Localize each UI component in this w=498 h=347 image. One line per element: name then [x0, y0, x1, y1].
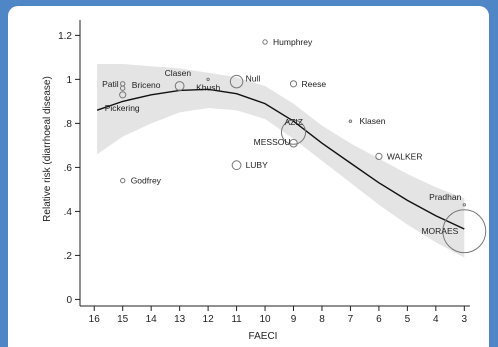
data-point-clasen: [174, 81, 185, 91]
point-label-clasen: Clasen: [165, 68, 192, 78]
point-label-pradhan: Pradhan: [429, 192, 461, 202]
y-tick-label: .2: [64, 251, 73, 262]
data-point-klasen: [348, 119, 353, 123]
data-point-moraes: [442, 209, 487, 254]
data-point-humphrey: [262, 39, 268, 45]
x-tick-label: 15: [117, 314, 129, 325]
point-label-klasen: Klasen: [359, 116, 385, 126]
data-point-luby: [231, 160, 242, 171]
y-tick-label: .8: [64, 119, 73, 130]
point-label-khush: Khush: [196, 82, 220, 92]
x-tick-label: 14: [146, 314, 158, 325]
point-label-briceno: Briceno: [132, 80, 161, 90]
x-tick-label: 12: [203, 314, 215, 325]
data-point-godfrey: [120, 177, 126, 184]
x-axis-title: FAECI: [249, 331, 278, 342]
x-tick-label: 5: [405, 314, 411, 325]
fit-curve: [96, 88, 465, 230]
x-tick-label: 6: [376, 314, 382, 325]
x-tick-label: 9: [291, 314, 297, 325]
x-tick-label: 13: [174, 314, 186, 325]
x-tick-label: 8: [319, 314, 325, 325]
data-point-briceno: [120, 85, 126, 91]
point-label-null: Null: [246, 74, 261, 84]
point-label-aziz: AZIZ: [285, 117, 303, 127]
x-tick-label: 3: [462, 314, 468, 325]
x-tick-label: 7: [348, 314, 354, 325]
y-tick-label: .6: [64, 163, 73, 174]
y-tick-label: 0: [66, 295, 72, 306]
x-tick-label: 4: [433, 314, 439, 325]
data-point-pickering: [119, 91, 127, 99]
data-point-pradhan: [462, 203, 467, 207]
data-point-null: [229, 74, 244, 89]
point-label-walker: WALKER: [387, 151, 423, 161]
data-point-walker: [375, 152, 383, 161]
point-label-humphrey: Humphrey: [273, 37, 313, 47]
y-tick-label: 1.2: [58, 31, 72, 42]
y-tick-label: 1: [66, 75, 72, 86]
point-label-patil: Patil: [102, 79, 119, 89]
point-label-messou: MESSOU: [254, 137, 291, 147]
point-label-moraes: MORAES: [421, 226, 458, 236]
point-label-pickering: Pickering: [105, 103, 140, 113]
point-label-godfrey: Godfrey: [131, 176, 162, 186]
x-tick-label: 16: [89, 314, 101, 325]
scatter-chart: 0 .2 .4 .6 .8 1 1.2 16 15 14 13 12 11 10 9 8 7 6 5 4 3 FAECI R…: [42, 20, 487, 342]
y-tick-label: .4: [64, 207, 73, 218]
point-label-reese: Reese: [302, 79, 327, 89]
confidence-band: [97, 64, 465, 258]
data-point-messou: [289, 138, 298, 148]
data-point-khush: [206, 77, 210, 82]
data-point-reese: [289, 80, 298, 88]
data-point-aziz: [280, 119, 307, 145]
point-label-luby: LUBY: [246, 160, 269, 170]
chart-panel: 0 .2 .4 .6 .8 1 1.2 16 15 14 13 12 11 10 9 8 7 6 5 4 3 FAECI R…: [8, 6, 489, 347]
x-tick-label: 11: [231, 314, 242, 325]
x-tick-label: 10: [259, 314, 271, 325]
y-axis-title: Relative risk (diarrhoeal disease): [42, 76, 53, 222]
